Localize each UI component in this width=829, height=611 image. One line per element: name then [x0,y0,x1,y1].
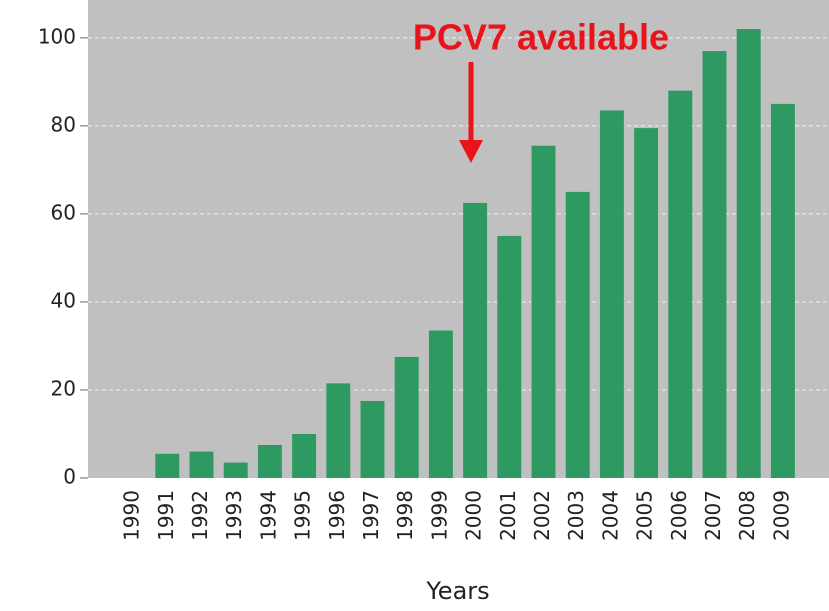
y-tick-label: 40 [51,288,76,312]
x-tick-label: 1993 [222,490,246,541]
annotation: PCV7 available [413,17,669,58]
x-tick-label: 2005 [633,490,657,541]
y-tick-label: 100 [38,24,76,48]
bar [463,202,488,479]
x-tick-label: 1995 [291,490,315,541]
y-tick-label: 80 [51,112,76,136]
bar [223,462,248,478]
x-tick-label: 2007 [701,490,725,541]
marks [88,29,829,479]
x-tick-label: 1997 [359,490,383,541]
x-tick-label: 1990 [120,490,144,541]
bar [497,235,522,478]
bar [702,51,727,478]
x-tick-label: 1996 [325,490,349,541]
bar [736,29,761,479]
y-tick-label: 60 [51,200,76,224]
x-tick-label: 2008 [735,490,759,541]
x-tick-label: 2006 [667,490,691,541]
x-tick-label: 2001 [496,490,520,541]
bar [292,433,317,478]
bar [770,103,795,479]
bar [155,453,180,478]
y-tick-label: 20 [51,376,76,400]
bar [531,145,556,478]
x-tick-label: 1992 [188,490,212,541]
x-tick-label: 2000 [462,490,486,541]
x-tick-label: 1994 [256,490,280,541]
bar [257,444,282,478]
bar [189,451,214,478]
bar [565,191,590,478]
x-tick-label: 1991 [154,490,178,541]
x-tick-label: 2009 [769,490,793,541]
bar [360,400,385,478]
x-tick-label: 1998 [393,490,417,541]
x-axis-label: Years [425,577,489,605]
x-tick-label: 1999 [427,490,451,541]
bar [599,110,624,478]
bar [634,128,659,478]
x-tick-label: 2004 [598,490,622,541]
bar [326,383,351,478]
x-tick-label: 2002 [530,490,554,541]
arrow-head [459,140,483,163]
x-tick-label: 2003 [564,490,588,541]
y-tick-label: 0 [63,465,76,489]
bar [668,90,693,478]
bar [428,330,453,478]
bar [394,356,419,478]
